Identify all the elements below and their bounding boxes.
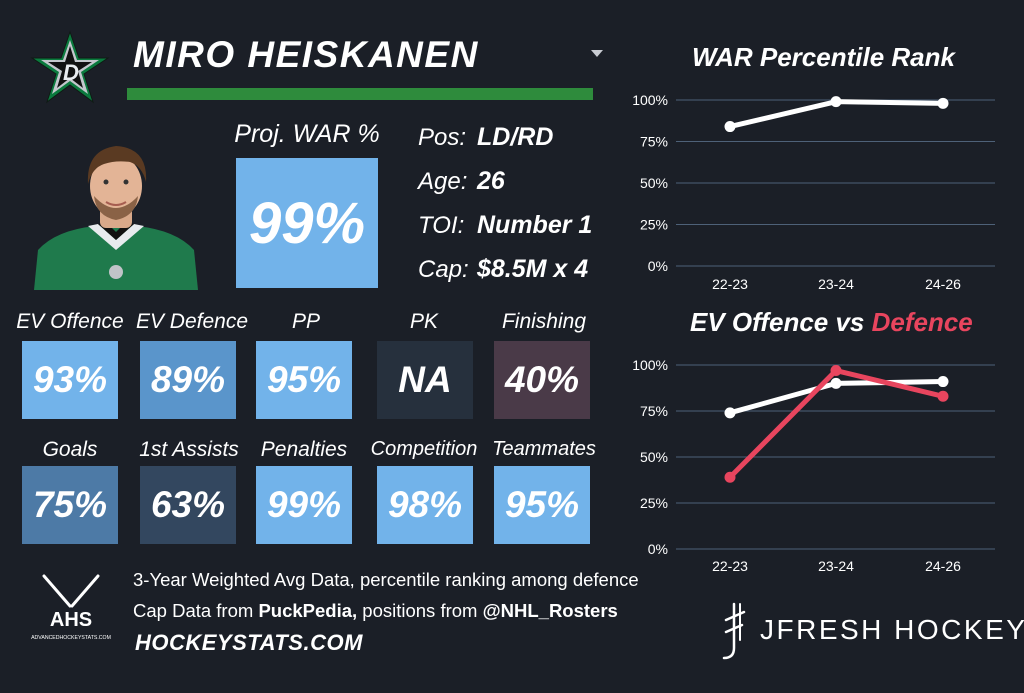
ahs-logo-subtext: ADVANCEDHOCKEYSTATS.COM (31, 635, 111, 641)
y-tick-label: 0% (648, 541, 668, 557)
y-tick-label: 75% (640, 134, 668, 150)
hockeystats-link[interactable]: HOCKEYSTATS.COM (135, 630, 363, 655)
ev-defence-label: EV Defence (135, 310, 249, 333)
teammates-label: Teammates (492, 438, 596, 460)
footnote-middle: positions from (357, 600, 483, 621)
finishing-label: Finishing (501, 310, 587, 333)
y-tick-label: 25% (640, 495, 668, 511)
finishing-value: 40% (494, 341, 590, 419)
cap-value: $8.5M x 4 (477, 255, 589, 283)
footnote-prefix: Cap Data from (133, 600, 259, 621)
first-assists-label: 1st Assists (139, 438, 239, 461)
x-tick-label: 24-26 (925, 276, 961, 292)
ev-offence-value: 93% (22, 341, 118, 419)
toi-value: Number 1 (477, 211, 593, 239)
data-point (830, 365, 842, 377)
footnote-data-source: 3-Year Weighted Avg Data, percentile ran… (133, 569, 639, 590)
ev-chart-title-part2: Defence (871, 307, 973, 337)
first-assists-value: 63% (140, 466, 236, 544)
y-tick-label: 75% (640, 403, 668, 419)
ev-offence-label: EV Offence (16, 310, 124, 333)
data-point (724, 407, 736, 419)
jfresh-logo-icon (722, 602, 746, 660)
proj-war-value: 99% (236, 158, 378, 288)
data-point (937, 97, 949, 109)
pos-label: Pos: (418, 124, 467, 151)
teammates-value: 95% (494, 466, 590, 544)
age-value: 26 (477, 167, 505, 195)
goals-label: Goals (42, 438, 98, 461)
y-tick-label: 0% (648, 258, 668, 274)
goals-value: 75% (22, 466, 118, 544)
team-color-bar (127, 88, 593, 100)
ev-chart-title-part1: EV Offence vs (690, 307, 872, 337)
x-tick-label: 23-24 (818, 276, 854, 292)
toi-label: TOI: (418, 212, 465, 239)
chevron-down-icon[interactable] (591, 50, 603, 57)
pp-value: 95% (256, 341, 352, 419)
data-point (724, 121, 736, 133)
player-headshot (34, 146, 198, 290)
jfresh-hockey-brand: JFRESH HOCKEY (760, 614, 1024, 645)
y-tick-label: 50% (640, 449, 668, 465)
x-tick-label: 22-23 (712, 276, 748, 292)
player-name: MIRO HEISKANEN (133, 34, 479, 75)
age-label: Age: (418, 168, 468, 195)
competition-value: 98% (377, 466, 473, 544)
y-tick-label: 25% (640, 217, 668, 233)
data-point (830, 377, 842, 389)
ev-chart-title: EV Offence vs Defence (690, 307, 973, 338)
penalties-value: 99% (256, 466, 352, 544)
dallas-stars-logo-icon: D (30, 30, 110, 104)
pp-label: PP (291, 310, 320, 333)
y-tick-label: 100% (632, 92, 668, 108)
ahs-logo-text: AHS (50, 609, 92, 631)
war-percentile-chart: 0% 25% 50% 75% 100% 22-23 23-24 24-26 (632, 92, 995, 292)
proj-war-label: Proj. WAR % (234, 120, 380, 148)
x-tick-label: 24-26 (925, 558, 961, 574)
nhl-rosters-link[interactable]: @NHL_Rosters (482, 600, 618, 621)
ahs-logo-icon: AHS ADVANCEDHOCKEYSTATS.COM (31, 574, 111, 641)
pk-value: NA (377, 341, 473, 419)
x-tick-label: 22-23 (712, 558, 748, 574)
cap-label: Cap: (418, 256, 469, 283)
footnote-cap-source: Cap Data from PuckPedia, positions from … (133, 600, 618, 622)
y-tick-label: 100% (632, 357, 668, 373)
pk-label: PK (409, 310, 438, 333)
penalties-label: Penalties (260, 438, 348, 461)
war-chart-title: WAR Percentile Rank (692, 42, 955, 72)
data-point (937, 390, 949, 402)
y-tick-label: 50% (640, 175, 668, 191)
ev-defence-value: 89% (140, 341, 236, 419)
puckpedia-link[interactable]: PuckPedia, (258, 600, 358, 621)
competition-label: Competition (370, 438, 478, 460)
data-point (724, 471, 736, 483)
pos-value: LD/RD (477, 123, 554, 151)
data-point (830, 96, 842, 108)
ev-offence-defence-chart: 0% 25% 50% 75% 100% 22-23 23-24 24-26 (632, 357, 995, 574)
data-point (937, 376, 949, 388)
svg-text:D: D (63, 60, 79, 85)
x-tick-label: 23-24 (818, 558, 854, 574)
